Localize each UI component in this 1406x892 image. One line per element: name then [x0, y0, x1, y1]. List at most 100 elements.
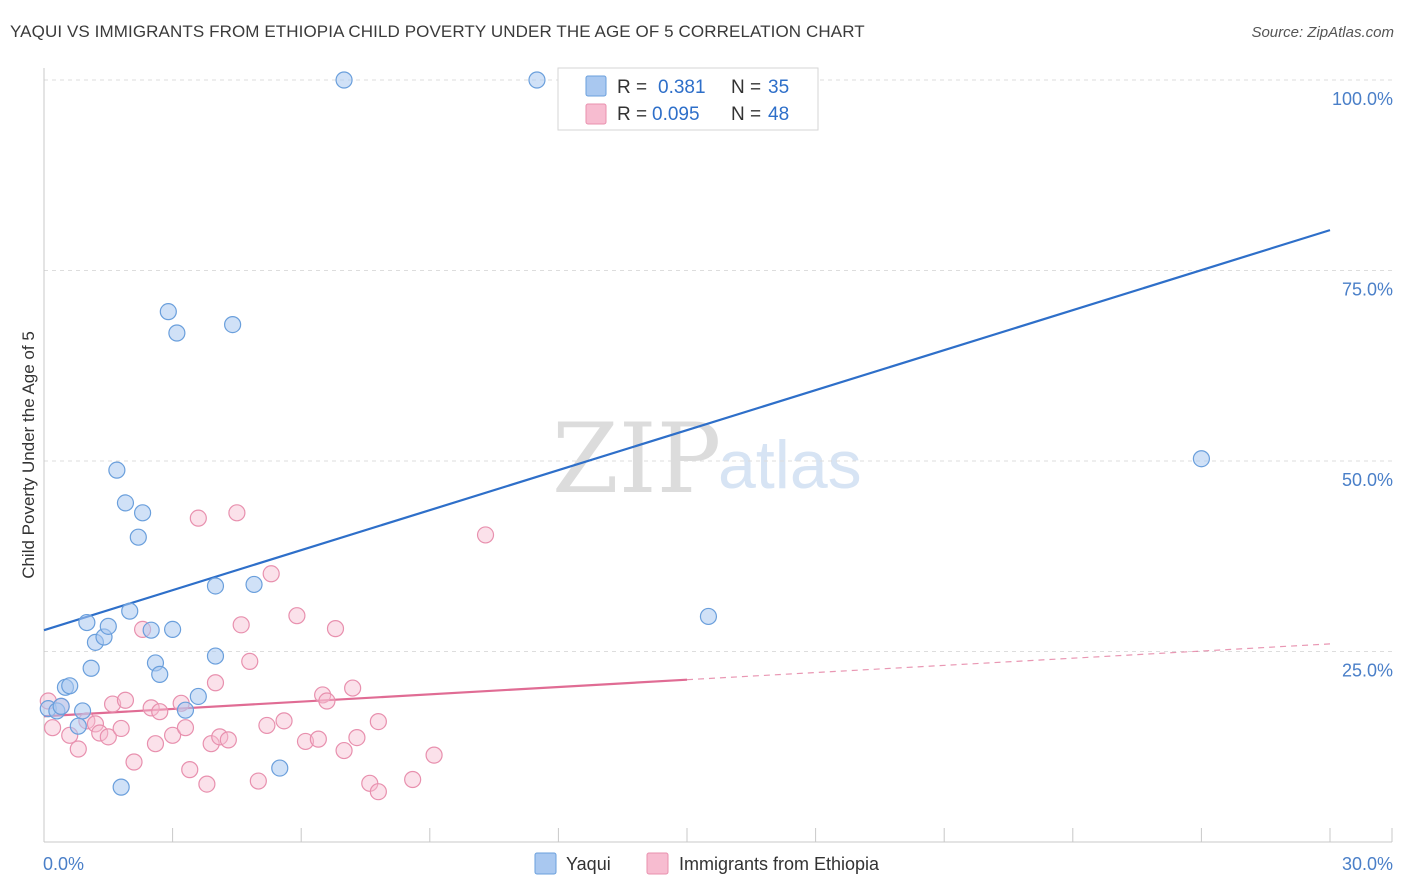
- point-yaqui: [151, 665, 169, 683]
- point-ethiopia: [43, 719, 62, 737]
- point-ethiopia: [262, 565, 280, 583]
- legend-r-value-yaqui: 0.381: [658, 77, 706, 98]
- point-ethiopia: [258, 716, 276, 735]
- bottom-legend-swatch-ethiopia: [646, 852, 669, 875]
- point-yaqui: [168, 324, 186, 342]
- point-yaqui: [164, 620, 182, 639]
- point-yaqui: [335, 71, 353, 89]
- point-ethiopia: [288, 607, 306, 625]
- point-ethiopia: [249, 772, 267, 790]
- point-yaqui: [69, 717, 87, 735]
- bottom-legend-label-yaqui: Yaqui: [566, 854, 611, 874]
- watermark-zip: ZIP: [552, 403, 721, 515]
- legend-n-value-yaqui: 35: [768, 77, 789, 98]
- point-ethiopia: [202, 735, 220, 753]
- point-ethiopia: [181, 761, 199, 779]
- trend-line-yaqui: [43, 229, 1331, 632]
- point-ethiopia: [99, 728, 117, 746]
- point-ethiopia: [86, 715, 105, 733]
- point-ethiopia: [335, 741, 353, 760]
- trend-line-ethiopia-extension: [686, 643, 1331, 681]
- point-ethiopia: [275, 712, 293, 730]
- point-yaqui: [271, 759, 289, 777]
- point-ethiopia: [369, 783, 387, 801]
- point-yaqui: [189, 687, 207, 706]
- point-ethiopia: [425, 746, 443, 764]
- bottom-legend-label-ethiopia: Immigrants from Ethiopia: [679, 854, 880, 874]
- point-yaqui: [78, 613, 96, 632]
- legend-swatch-yaqui: [585, 75, 607, 97]
- point-yaqui: [82, 659, 100, 677]
- point-ethiopia: [476, 526, 495, 544]
- legend-r-label-yaqui: R =: [617, 77, 647, 98]
- ethiopia-points: [39, 504, 495, 801]
- point-ethiopia: [198, 775, 216, 793]
- legend-n-label-ethiopia: N =: [731, 104, 761, 125]
- point-yaqui: [112, 778, 130, 796]
- x-tick-label: 0.0%: [43, 854, 84, 874]
- grid-lines: [44, 79, 1392, 652]
- point-yaqui: [61, 677, 79, 695]
- point-yaqui: [206, 577, 225, 595]
- point-yaqui: [116, 494, 135, 512]
- trend-lines: [43, 229, 1331, 718]
- x-tick-label: 30.0%: [1342, 854, 1393, 874]
- point-yaqui: [99, 617, 117, 635]
- legend-r-label-ethiopia: R =: [617, 104, 647, 125]
- watermark-atlas: atlas: [718, 427, 862, 503]
- y-tick-label: 25.0%: [1342, 661, 1393, 681]
- point-yaqui: [133, 504, 152, 522]
- point-ethiopia: [232, 616, 250, 634]
- bottom-legend-swatch-yaqui: [534, 852, 557, 875]
- point-ethiopia: [369, 713, 387, 731]
- point-yaqui: [1192, 450, 1211, 468]
- point-ethiopia: [112, 719, 130, 738]
- point-yaqui: [73, 702, 92, 720]
- point-ethiopia: [151, 703, 169, 721]
- correlation-legend: R = 0.381 N = 35 R = 0.095 N = 48: [557, 67, 819, 131]
- point-yaqui: [699, 607, 718, 626]
- point-ethiopia: [219, 731, 237, 749]
- point-yaqui: [142, 621, 160, 639]
- point-yaqui: [129, 528, 147, 546]
- point-ethiopia: [189, 509, 207, 527]
- y-tick-label: 75.0%: [1342, 280, 1393, 300]
- source-label: Source: ZipAtlas.com: [1251, 24, 1394, 41]
- point-ethiopia: [176, 719, 195, 737]
- series-legend: Yaqui Immigrants from Ethiopia: [534, 852, 880, 875]
- point-yaqui: [52, 697, 70, 715]
- point-yaqui: [121, 602, 139, 620]
- point-ethiopia: [103, 695, 122, 713]
- y-axis-title: Child Poverty Under the Age of 5: [19, 331, 38, 579]
- point-ethiopia: [91, 724, 109, 742]
- point-ethiopia: [69, 740, 87, 758]
- tick-labels: 25.0% 50.0% 75.0% 100.0% 0.0% 30.0%: [43, 89, 1393, 874]
- point-ethiopia: [228, 504, 246, 522]
- trend-line-ethiopia: [43, 678, 688, 718]
- yaqui-points: [39, 71, 1211, 796]
- point-ethiopia: [241, 652, 259, 671]
- point-yaqui: [159, 303, 177, 321]
- point-ethiopia: [309, 730, 327, 748]
- point-ethiopia: [206, 674, 225, 692]
- point-ethiopia: [116, 691, 135, 709]
- point-ethiopia: [142, 699, 160, 717]
- point-ethiopia: [318, 692, 336, 710]
- point-yaqui: [176, 701, 195, 719]
- point-ethiopia: [296, 732, 315, 751]
- point-ethiopia: [146, 735, 165, 753]
- point-yaqui: [528, 71, 546, 89]
- point-yaqui: [206, 647, 225, 665]
- chart-title: YAQUI VS IMMIGRANTS FROM ETHIOPIA CHILD …: [10, 22, 865, 41]
- legend-swatch-ethiopia: [585, 103, 607, 125]
- point-yaqui: [108, 461, 126, 479]
- y-tick-label: 50.0%: [1342, 470, 1393, 490]
- point-ethiopia: [348, 729, 366, 747]
- point-ethiopia: [164, 726, 182, 744]
- point-ethiopia: [326, 620, 345, 638]
- point-yaqui: [245, 575, 263, 594]
- legend-n-label-yaqui: N =: [731, 77, 761, 98]
- legend-n-value-ethiopia: 48: [768, 104, 789, 125]
- point-ethiopia: [404, 770, 422, 789]
